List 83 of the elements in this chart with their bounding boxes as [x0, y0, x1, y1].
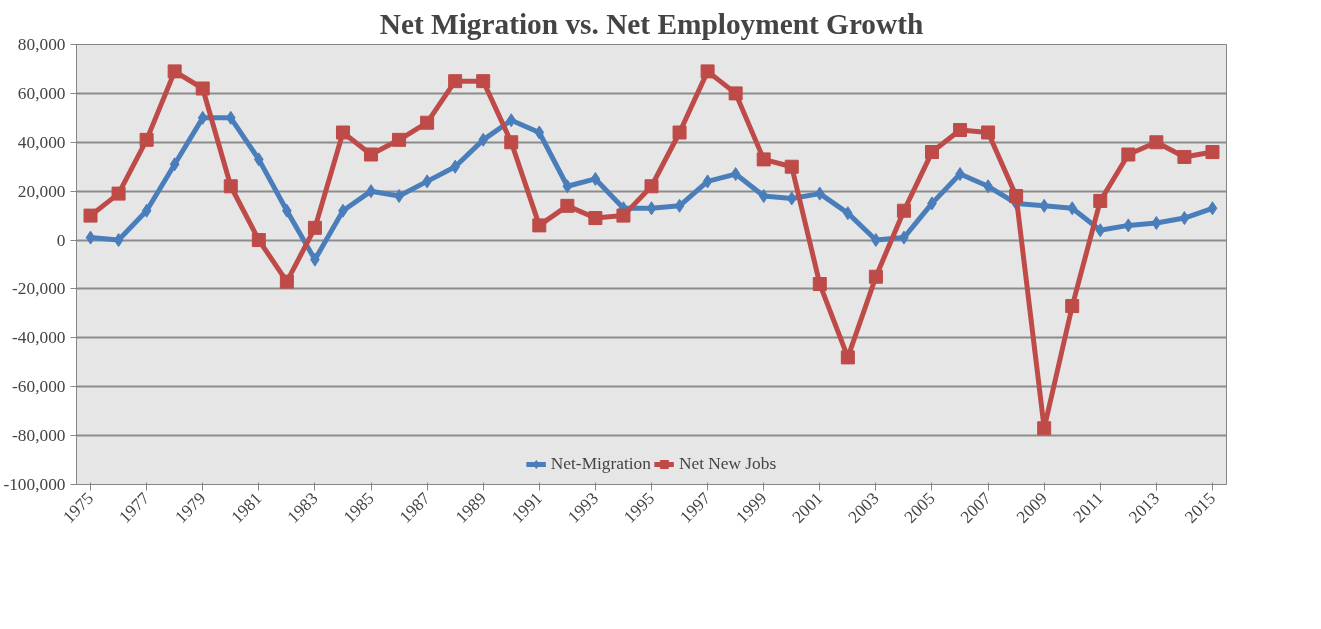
y-tick-label: 0 — [56, 230, 66, 250]
x-tick-label: 2011 — [1069, 488, 1107, 527]
y-tick-label: 80,000 — [17, 35, 66, 54]
point — [476, 74, 491, 89]
point — [560, 198, 575, 213]
legend-label: Net-Migration — [550, 454, 651, 474]
y-tick-label: 20,000 — [17, 181, 66, 201]
point — [590, 171, 601, 186]
point — [1093, 193, 1108, 208]
point — [197, 110, 208, 125]
y-tick-label: 60,000 — [17, 83, 66, 103]
y-tick-label: -20,000 — [12, 279, 66, 299]
point — [448, 74, 463, 89]
point — [728, 86, 743, 101]
point — [225, 110, 236, 125]
y-tick-label: -60,000 — [12, 377, 66, 397]
point — [279, 274, 294, 289]
point — [924, 145, 939, 160]
point — [141, 203, 152, 218]
x-tick-label: 1981 — [227, 488, 266, 527]
point — [504, 135, 519, 150]
point — [702, 174, 713, 189]
point — [335, 125, 350, 140]
point — [169, 157, 180, 172]
point — [1205, 145, 1220, 160]
point — [1065, 299, 1080, 314]
point — [1039, 198, 1050, 213]
point — [251, 233, 266, 248]
point — [812, 277, 827, 292]
point — [420, 115, 435, 130]
point — [644, 179, 659, 194]
point — [840, 350, 855, 365]
point — [1121, 147, 1136, 162]
point — [616, 208, 631, 223]
y-tick-label: -80,000 — [12, 426, 66, 446]
point — [113, 233, 124, 248]
point — [478, 132, 489, 147]
point — [307, 220, 322, 235]
point — [562, 179, 573, 194]
y-tick-label: -40,000 — [12, 328, 66, 348]
point — [534, 125, 545, 140]
point — [588, 211, 603, 226]
point — [953, 123, 968, 138]
point — [1067, 201, 1078, 216]
point — [1207, 201, 1218, 216]
point — [253, 152, 264, 167]
point — [392, 132, 407, 147]
point — [756, 152, 771, 167]
point — [896, 203, 911, 218]
point — [1009, 189, 1024, 204]
point — [1123, 218, 1134, 233]
point — [223, 179, 238, 194]
chart-title: Net Migration vs. Net Employment Growth — [379, 7, 924, 40]
y-tick-label: -100,000 — [3, 475, 66, 494]
point — [730, 167, 741, 182]
point — [1095, 223, 1106, 238]
point — [646, 201, 657, 216]
point — [786, 191, 797, 206]
point — [814, 186, 825, 201]
point — [1179, 211, 1190, 226]
point — [83, 208, 98, 223]
y-tick-label: 40,000 — [17, 132, 66, 152]
point — [1177, 149, 1192, 164]
point — [195, 81, 210, 96]
point — [784, 159, 799, 174]
point — [868, 269, 883, 284]
point — [758, 189, 769, 204]
point — [111, 186, 126, 201]
point — [139, 132, 154, 147]
point — [85, 230, 96, 245]
point — [700, 64, 715, 79]
x-tick-label: 1991 — [508, 488, 547, 527]
point — [364, 147, 379, 162]
legend-label: Net New Jobs — [678, 454, 777, 474]
point — [672, 125, 687, 140]
point — [674, 198, 685, 213]
point — [1149, 135, 1164, 150]
point — [1037, 421, 1052, 436]
point — [1151, 215, 1162, 230]
point — [167, 64, 182, 79]
point — [506, 113, 517, 128]
point — [532, 218, 547, 233]
point — [981, 125, 996, 140]
